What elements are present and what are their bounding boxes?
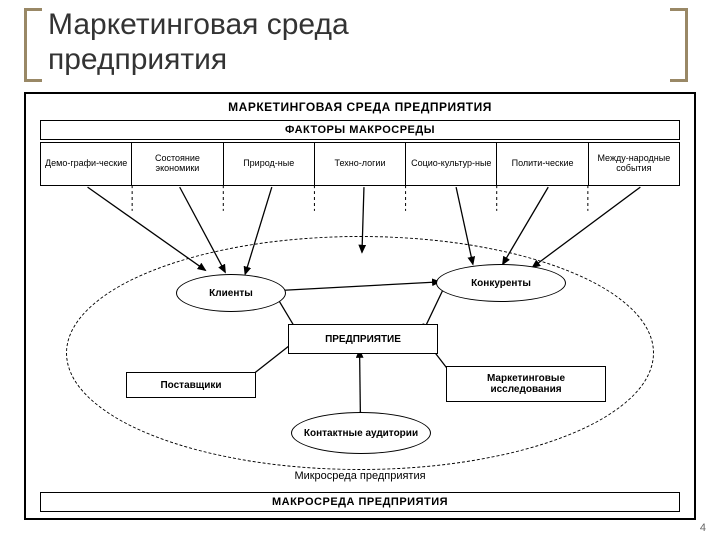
factor-nature: Природ-ные <box>224 143 315 185</box>
macro-factors-title: ФАКТОРЫ МАКРОСРЕДЫ <box>40 120 680 140</box>
node-suppliers: Поставщики <box>126 372 256 398</box>
macro-factors-row: Демо-графи-ческие Состояние экономики Пр… <box>40 142 680 186</box>
slide-title: Маркетинговая средапредприятия <box>48 8 349 77</box>
env-title: МАРКЕТИНГОВАЯ СРЕДА ПРЕДПРИЯТИЯ <box>32 100 688 114</box>
node-enterprise: ПРЕДПРИЯТИЕ <box>288 324 438 354</box>
factor-international: Между-народные события <box>589 143 679 185</box>
factor-technology: Техно-логии <box>315 143 406 185</box>
diagram-container: МАРКЕТИНГОВАЯ СРЕДА ПРЕДПРИЯТИЯ ФАКТОРЫ … <box>24 92 696 520</box>
factor-demographic: Демо-графи-ческие <box>41 143 132 185</box>
factor-sociocultural: Социо-культур-ные <box>406 143 497 185</box>
title-bracket-left <box>24 8 42 82</box>
microenv-label: Микросреда предприятия <box>26 470 694 482</box>
factor-political: Полити-ческие <box>497 143 588 185</box>
factor-economy: Состояние экономики <box>132 143 223 185</box>
macroenv-footer: МАКРОСРЕДА ПРЕДПРИЯТИЯ <box>40 492 680 512</box>
node-audiences: Контактные аудитории <box>291 412 431 454</box>
title-bracket-right <box>670 8 688 82</box>
page-number: 4 <box>700 522 706 534</box>
node-clients: Клиенты <box>176 274 286 312</box>
node-research: Маркетинговые исследования <box>446 366 606 402</box>
node-competitors: Конкуренты <box>436 264 566 302</box>
